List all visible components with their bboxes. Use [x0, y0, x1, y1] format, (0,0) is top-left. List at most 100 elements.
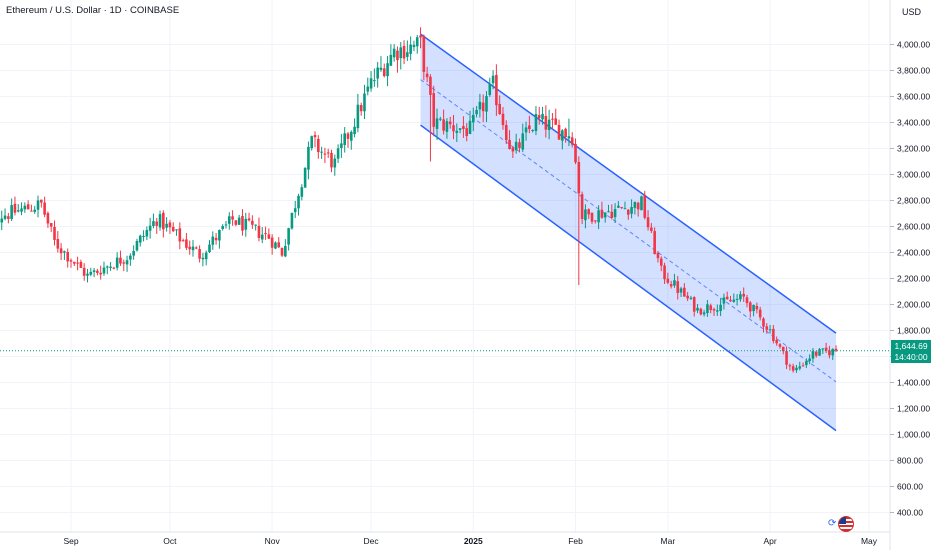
- candle-body: [495, 74, 498, 106]
- candle-body: [373, 80, 376, 82]
- grid-lines: [0, 0, 890, 532]
- candle-body: [785, 351, 788, 365]
- time-axis[interactable]: Sep Oct Nov Dec 2025 Feb Mar Apr May: [63, 536, 877, 546]
- candle-body: [729, 299, 732, 302]
- candle-body: [531, 130, 534, 132]
- x-tick-label: Oct: [163, 536, 177, 546]
- candle-body: [666, 278, 670, 283]
- candle-body: [16, 210, 20, 212]
- candle-body: [725, 296, 729, 300]
- candle-body: [353, 126, 356, 135]
- candle-body: [663, 265, 666, 280]
- candle-body: [409, 44, 412, 54]
- price-axis[interactable]: 400.00 600.00 800.00 1,000.00 1,200.00 1,400.…: [890, 40, 930, 518]
- candle-body: [53, 226, 56, 240]
- candle-body: [696, 307, 699, 311]
- candle-body: [198, 249, 201, 259]
- us-flag-icon[interactable]: [838, 516, 854, 532]
- candle-body: [561, 130, 564, 141]
- candle-body: [689, 297, 693, 299]
- candle-body: [86, 273, 89, 276]
- candle-body: [514, 141, 518, 151]
- candle-body: [504, 124, 508, 141]
- candle-body: [610, 211, 614, 218]
- y-tick-label: 2,600.00: [897, 222, 930, 232]
- candle-body: [244, 218, 248, 230]
- candle-body: [824, 347, 828, 351]
- candle-body: [557, 124, 561, 140]
- candle-body: [158, 214, 162, 228]
- candle-body: [270, 237, 274, 248]
- candle-body: [735, 298, 739, 300]
- candle-body: [465, 128, 469, 136]
- candle-body: [7, 216, 10, 219]
- candle-body: [699, 308, 703, 315]
- candle-body: [485, 96, 488, 112]
- chart-title: Ethereum / U.S. Dollar · 1D · COINBASE: [6, 5, 180, 16]
- candle-body: [89, 271, 93, 275]
- channel-lower-line[interactable]: [420, 124, 837, 432]
- candle-body: [251, 220, 254, 225]
- currency-label[interactable]: USD: [901, 7, 921, 17]
- y-tick-label: 800.00: [897, 456, 923, 466]
- candle-body: [392, 48, 396, 58]
- channel-upper-line[interactable]: [420, 33, 837, 334]
- candle-body: [115, 257, 119, 268]
- candle-body: [471, 114, 475, 123]
- candle-body: [739, 294, 742, 300]
- candle-body: [181, 240, 185, 242]
- candle-body: [801, 365, 805, 367]
- y-tick-label: 400.00: [897, 508, 923, 518]
- sync-icon[interactable]: ⟳: [828, 518, 837, 529]
- candle-body: [277, 242, 281, 248]
- candle-body: [287, 228, 290, 245]
- candle-body: [712, 309, 716, 311]
- candle-body: [478, 101, 482, 110]
- candle-body: [369, 78, 373, 89]
- candle-body: [448, 121, 452, 125]
- candle-body: [396, 50, 399, 61]
- candle-body: [317, 138, 320, 153]
- candle-body: [162, 212, 165, 230]
- last-price-tag: 1,644.69 14:40:00: [891, 339, 931, 363]
- y-tick-label: 1,200.00: [897, 404, 930, 414]
- candle-body: [818, 349, 821, 356]
- candle-body: [758, 309, 762, 318]
- candle-body: [112, 267, 116, 269]
- candle-body: [195, 247, 198, 249]
- candle-body: [376, 67, 379, 79]
- candle-body: [109, 266, 112, 268]
- candle-body: [92, 270, 96, 273]
- candle-body: [211, 236, 215, 245]
- candle-body: [425, 73, 429, 78]
- candle-body: [218, 229, 221, 241]
- candle-body: [20, 208, 23, 212]
- y-tick-label: 2,400.00: [897, 248, 930, 258]
- candle-body: [33, 209, 37, 212]
- candle-body: [0, 218, 4, 223]
- y-tick-label: 1,400.00: [897, 378, 930, 388]
- candle-body: [349, 131, 353, 141]
- candle-body: [56, 239, 60, 249]
- candle-body: [564, 128, 567, 138]
- candle-body: [142, 236, 145, 238]
- candle-body: [49, 223, 53, 227]
- candle-body: [247, 218, 251, 221]
- candle-body: [79, 261, 83, 268]
- y-tick-label: 3,000.00: [897, 170, 930, 180]
- candle-body: [808, 358, 811, 362]
- candle-body: [633, 202, 637, 208]
- candle-body: [791, 366, 795, 371]
- candle-body: [46, 213, 50, 224]
- candle-body: [145, 230, 149, 237]
- candle-body: [778, 344, 782, 347]
- candle-body: [795, 367, 798, 371]
- candle-body: [679, 288, 683, 293]
- candle-body: [765, 326, 769, 330]
- candle-body: [10, 205, 13, 220]
- candle-body: [442, 119, 445, 131]
- candle-body: [640, 196, 643, 211]
- candle-body: [82, 267, 86, 276]
- candle-body: [155, 221, 159, 226]
